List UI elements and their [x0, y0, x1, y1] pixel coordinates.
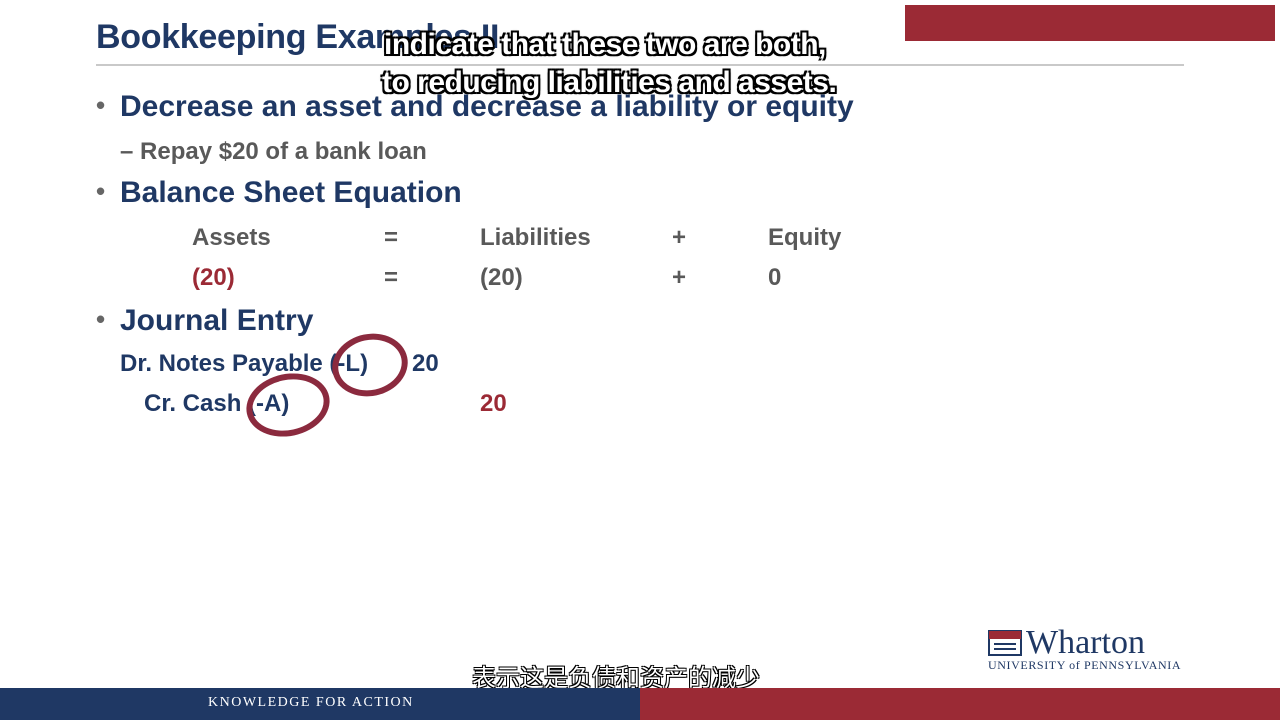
bullet-decrease-asset: • Decrease an asset and decrease a liabi… — [96, 90, 854, 124]
logo-name: Wharton — [1026, 624, 1145, 661]
equation-header-liabilities: Liabilities — [480, 224, 591, 251]
top-banner-box — [905, 5, 1275, 41]
equation-value-equity: 0 — [768, 264, 782, 291]
footer-bar-maroon — [640, 688, 1280, 720]
logo-university: UNIVERSITY of PENNSYLVANIA — [988, 658, 1182, 672]
equation-value-liabilities: (20) — [480, 264, 523, 291]
bullet-journal-entry: • Journal Entry — [96, 304, 314, 338]
equation-value-equals: = — [384, 264, 399, 291]
footer-tagline: KNOWLEDGE FOR ACTION — [208, 695, 414, 710]
caption-line-1: indicate that these two are both, — [384, 28, 826, 61]
journal-debit-label: Dr. Notes Payable (-L) — [120, 350, 369, 377]
footer-bar-navy — [0, 688, 640, 720]
bullet-dot: • — [96, 304, 106, 334]
bullet-dot: • — [96, 90, 106, 120]
caption-line-2: to reducing liabilities and assets. — [382, 66, 837, 99]
journal-debit-amount: 20 — [412, 350, 439, 377]
slide-title: Bookkeeping Examples II — [96, 18, 500, 56]
journal-credit-label: Cr. Cash (-A) — [144, 390, 290, 417]
journal-credit-amount: 20 — [480, 390, 507, 417]
wharton-logo: Wharton UNIVERSITY of PENNSYLVANIA — [988, 626, 1190, 672]
equation-header-assets: Assets — [192, 224, 271, 251]
annotation-circle-liability — [326, 326, 414, 404]
equation-value-plus: + — [672, 264, 687, 291]
equation-header-equity: Equity — [768, 224, 842, 251]
equation-value-assets: (20) — [192, 264, 235, 291]
bullet-text: Balance Sheet Equation — [120, 176, 462, 209]
sub-bullet-repay-loan: – Repay $20 of a bank loan — [120, 138, 427, 165]
title-divider — [96, 64, 1184, 66]
bullet-balance-sheet: • Balance Sheet Equation — [96, 176, 462, 210]
bullet-dot: • — [96, 176, 106, 206]
shield-icon — [988, 630, 1022, 656]
caption-chinese: 表示这是负债和资产的减少 — [472, 665, 760, 692]
equation-header-equals: = — [384, 224, 399, 251]
bullet-text: Decrease an asset and decrease a liabili… — [120, 90, 854, 123]
bullet-text: Journal Entry — [120, 304, 314, 337]
equation-header-plus: + — [672, 224, 687, 251]
